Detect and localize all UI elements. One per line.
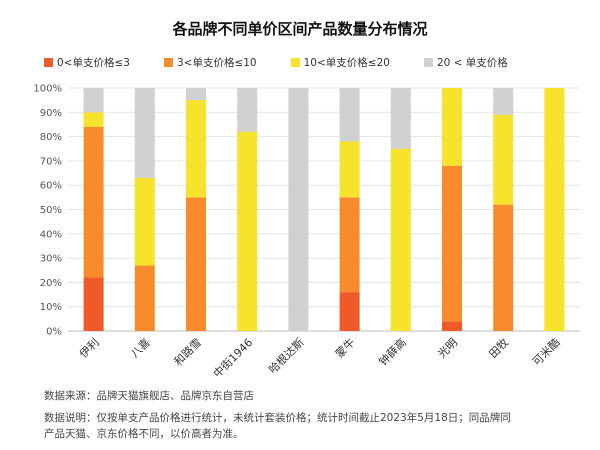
x-tick-label: 和路雪 (172, 336, 205, 369)
bar-seg-10-20 (390, 148, 411, 331)
bar-seg-10-20 (442, 88, 462, 166)
x-tick-label: 八喜 (128, 336, 153, 361)
legend-item-0-3: 0<单支价格≤3 (44, 55, 130, 70)
bar-seg-10-20 (493, 114, 514, 205)
bar-seg-20-plus (288, 88, 309, 331)
bar-seg-10-20 (544, 88, 565, 331)
x-tick-label: 伊利 (77, 336, 102, 361)
x-tick-label: 田牧 (486, 335, 511, 360)
method-note: 数据说明：仅按单支产品价格进行统计，未统计套装价格；统计时间截止2023年5月1… (44, 412, 511, 440)
chart-title: 各品牌不同单价区间产品数量分布情况 (172, 20, 428, 38)
bar-seg-3-10 (493, 204, 514, 331)
y-tick-label: 70% (40, 156, 62, 167)
bar-seg-3-10 (339, 197, 360, 293)
bar-seg-3-10 (186, 197, 206, 331)
bar-seg-20-plus (390, 88, 411, 149)
y-tick-label: 100% (33, 84, 62, 95)
bar-seg-0-3 (339, 292, 360, 331)
y-axis-ticks: 0% 10% 20% 30% 40% 50% 60% 70% 80% 90% 100% (33, 84, 62, 338)
x-tick-label: 钟薛高 (376, 335, 409, 368)
legend-label-10-20: 10<单支价格≤20 (303, 56, 390, 69)
y-tick-label: 60% (40, 181, 62, 192)
legend-item-20-plus: 20 < 单支价格 (423, 55, 508, 70)
bar-seg-20-plus (83, 88, 104, 113)
legend-label-20-plus: 20 < 单支价格 (436, 56, 508, 69)
x-axis-ticks: 伊利 八喜 和路雪 中街1946 哈根达斯 蒙牛 钟薛高 光明 田牧 可米酷 (77, 335, 563, 380)
y-tick-label: 80% (40, 132, 62, 143)
y-tick-label: 50% (40, 205, 62, 216)
bar-seg-20-plus (493, 88, 514, 115)
legend-swatch-3-10 (163, 57, 173, 67)
legend-label-3-10: 3<单支价格≤10 (176, 56, 257, 69)
legend-swatch-0-3 (44, 57, 53, 67)
bars (83, 88, 565, 331)
y-tick-label: 0% (46, 327, 62, 338)
bar-seg-20-plus (339, 88, 360, 142)
source-note: 数据来源：品牌天猫旗舰店、品牌京东自营店 (44, 390, 254, 402)
x-tick-label: 可米酷 (530, 336, 563, 369)
bar-seg-3-10 (83, 126, 104, 278)
legend-swatch-10-20 (290, 57, 300, 67)
bar-seg-20-plus (186, 88, 206, 101)
bar-seg-3-10 (442, 165, 462, 322)
y-tick-label: 10% (40, 302, 62, 313)
bar-seg-10-20 (83, 112, 104, 127)
y-tick-label: 90% (40, 108, 62, 119)
bar-seg-3-10 (134, 265, 155, 331)
x-tick-label: 蒙牛 (332, 335, 357, 360)
y-tick-label: 30% (40, 254, 62, 265)
bar-seg-20-plus (134, 88, 155, 178)
legend-item-10-20: 10<单支价格≤20 (290, 55, 390, 70)
legend-label-0-3: 0<单支价格≤3 (57, 56, 130, 69)
bar-seg-0-3 (83, 277, 104, 331)
bar-seg-20-plus (237, 88, 258, 132)
bar-seg-10-20 (339, 141, 360, 198)
bar-seg-10-20 (186, 100, 206, 198)
bar-seg-10-20 (237, 131, 258, 331)
legend: 0<单支价格≤3 3<单支价格≤10 10<单支价格≤20 20 < 单支价格 (44, 54, 542, 70)
y-tick-label: 40% (40, 229, 62, 240)
x-tick-label: 哈根达斯 (266, 335, 307, 376)
legend-item-3-10: 3<单支价格≤10 (163, 55, 257, 70)
y-tick-label: 20% (40, 278, 62, 289)
legend-swatch-20-plus (423, 57, 433, 67)
bar-seg-10-20 (134, 177, 155, 266)
x-tick-label: 中街1946 (210, 335, 255, 380)
bar-seg-0-3 (442, 321, 462, 331)
x-tick-label: 光明 (435, 335, 460, 360)
